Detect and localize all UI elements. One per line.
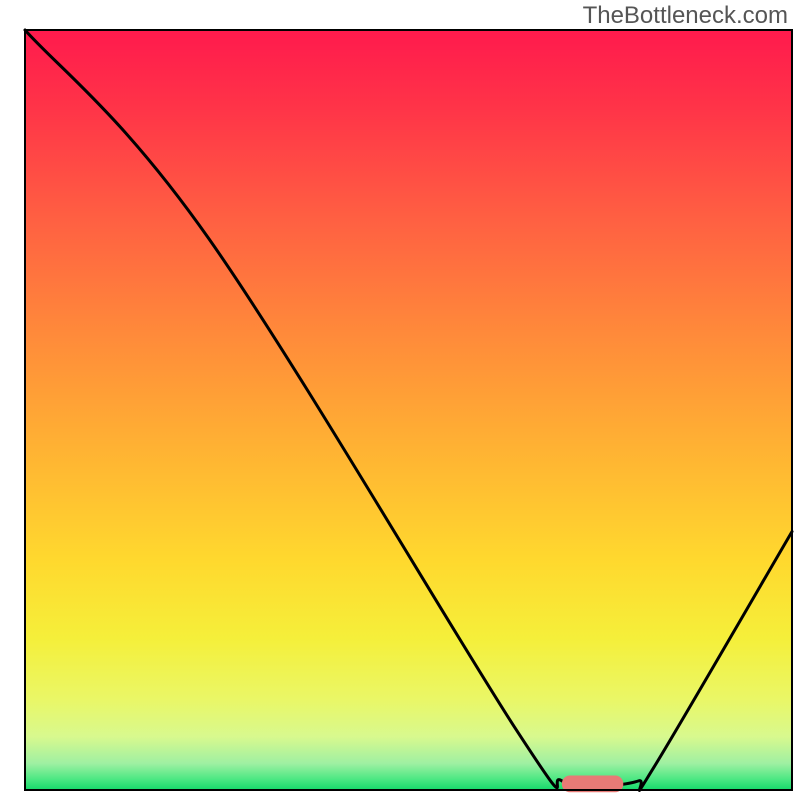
watermark-text: TheBottleneck.com [583, 2, 788, 30]
heatmap-background [25, 30, 792, 790]
bottleneck-chart-root: TheBottleneck.com [0, 0, 800, 800]
chart-canvas [0, 0, 800, 800]
